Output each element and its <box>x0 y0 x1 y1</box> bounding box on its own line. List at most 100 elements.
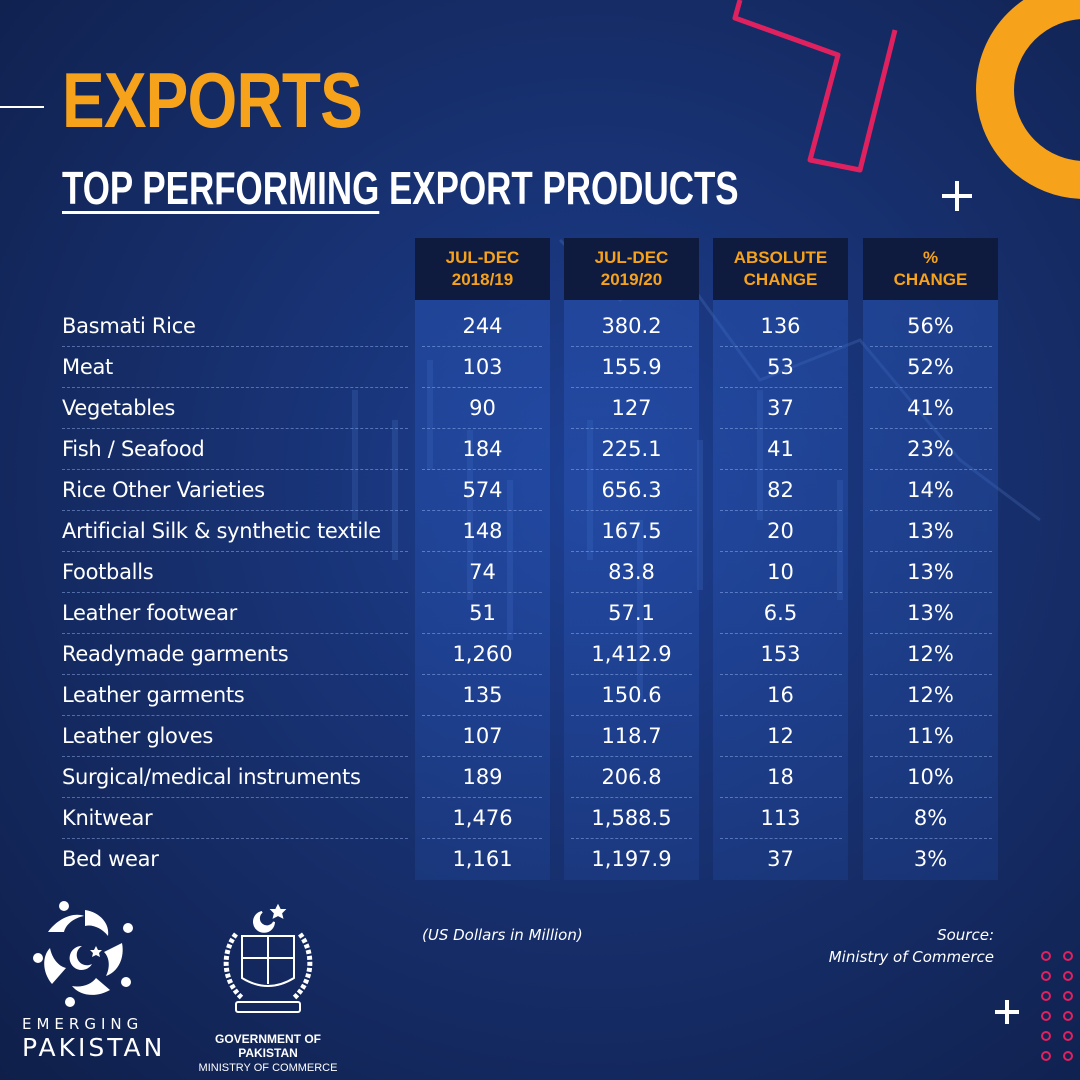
table-row: Knitwear 1,476 1,588.5 113 8% <box>0 798 1080 839</box>
value-2018-19: 1,476 <box>452 806 513 830</box>
value-2019-20: 127 <box>611 396 652 420</box>
row-divider <box>720 674 842 675</box>
value-2019-20: 118.7 <box>601 724 662 748</box>
value-2019-20: 167.5 <box>601 519 662 543</box>
value-2019-20: 1,588.5 <box>591 806 672 830</box>
table-row: Leather garments 135 150.6 16 12% <box>0 675 1080 716</box>
row-divider <box>571 346 692 347</box>
row-divider <box>720 387 842 388</box>
row-divider <box>62 797 408 798</box>
value-2018-19: 51 <box>469 601 496 625</box>
column-header-absolute-change: ABSOLUTE CHANGE <box>713 238 848 300</box>
brand-top-text: EMERGING <box>22 1015 144 1033</box>
page-subtitle: TOP PERFORMING EXPORT PRODUCTS <box>62 162 739 214</box>
table-row: Rice Other Varieties 574 656.3 82 14% <box>0 470 1080 511</box>
row-divider <box>870 674 992 675</box>
row-divider <box>422 838 542 839</box>
row-divider <box>720 428 842 429</box>
value-2018-19: 1,260 <box>452 642 513 666</box>
product-name: Knitwear <box>62 806 153 830</box>
product-name: Rice Other Varieties <box>62 478 265 502</box>
value-2019-20: 150.6 <box>601 683 662 707</box>
row-divider <box>720 592 842 593</box>
row-divider <box>870 346 992 347</box>
column-header-line1: JUL-DEC <box>594 248 669 267</box>
value-2018-19: 1,161 <box>452 847 513 871</box>
bracket-shape-icon <box>732 0 898 173</box>
value-2019-20: 1,197.9 <box>591 847 672 871</box>
percent-change: 10% <box>907 765 954 789</box>
value-2019-20: 1,412.9 <box>591 642 672 666</box>
product-name: Leather garments <box>62 683 245 707</box>
value-2019-20: 656.3 <box>601 478 662 502</box>
absolute-change: 16 <box>767 683 794 707</box>
row-divider <box>422 346 542 347</box>
value-2018-19: 189 <box>462 765 503 789</box>
percent-change: 13% <box>907 560 954 584</box>
row-divider <box>870 551 992 552</box>
absolute-change: 20 <box>767 519 794 543</box>
absolute-change: 12 <box>767 724 794 748</box>
row-divider <box>422 756 542 757</box>
percent-change: 12% <box>907 642 954 666</box>
value-2018-19: 107 <box>462 724 503 748</box>
value-2019-20: 57.1 <box>608 601 655 625</box>
row-divider <box>870 428 992 429</box>
row-divider <box>720 551 842 552</box>
column-header-2018-19: JUL-DEC 2018/19 <box>415 238 550 300</box>
row-divider <box>571 674 692 675</box>
emerging-pakistan-wordmark: EMERGING PAKISTAN <box>22 1015 165 1062</box>
absolute-change: 136 <box>760 314 801 338</box>
product-name: Leather footwear <box>62 601 238 625</box>
table-row: Basmati Rice 244 380.2 136 56% <box>0 306 1080 347</box>
row-divider <box>422 633 542 634</box>
value-2019-20: 83.8 <box>608 560 655 584</box>
government-wordmark: GOVERNMENT OF PAKISTAN MINISTRY OF COMME… <box>188 1032 348 1074</box>
absolute-change: 18 <box>767 765 794 789</box>
brand-bottom-text: PAKISTAN <box>22 1033 166 1062</box>
absolute-change: 82 <box>767 478 794 502</box>
row-divider <box>62 838 408 839</box>
subtitle-rest: EXPORT PRODUCTS <box>388 162 739 214</box>
value-2018-19: 574 <box>462 478 503 502</box>
row-divider <box>571 797 692 798</box>
product-name: Basmati Rice <box>62 314 196 338</box>
row-divider <box>571 551 692 552</box>
column-panel <box>415 238 550 880</box>
row-divider <box>62 428 408 429</box>
header-rule <box>0 106 44 108</box>
row-divider <box>870 797 992 798</box>
row-divider <box>422 428 542 429</box>
percent-change: 8% <box>913 806 948 830</box>
row-divider <box>571 715 692 716</box>
unit-note: (US Dollars in Million) <box>422 926 583 944</box>
row-divider <box>62 715 408 716</box>
product-name: Bed wear <box>62 847 159 871</box>
table-row: Bed wear 1,161 1,197.9 37 3% <box>0 839 1080 880</box>
value-2018-19: 244 <box>462 314 503 338</box>
row-divider <box>62 510 408 511</box>
table-row: Surgical/medical instruments 189 206.8 18 10… <box>0 757 1080 798</box>
value-2019-20: 225.1 <box>601 437 662 461</box>
row-divider <box>870 715 992 716</box>
row-divider <box>62 469 408 470</box>
percent-change: 14% <box>907 478 954 502</box>
column-header-line1: % <box>922 248 939 267</box>
absolute-change: 6.5 <box>763 601 798 625</box>
row-divider <box>870 838 992 839</box>
table-row: Fish / Seafood 184 225.1 41 23% <box>0 429 1080 470</box>
column-header-line2: CHANGE <box>893 270 968 289</box>
row-divider <box>422 715 542 716</box>
table-row: Leather gloves 107 118.7 12 11% <box>0 716 1080 757</box>
ring-shape-icon <box>976 0 1080 199</box>
column-panel <box>564 238 699 880</box>
row-divider <box>720 797 842 798</box>
row-divider <box>870 469 992 470</box>
source-note: Source: Ministry of Commerce <box>829 924 994 968</box>
table-row: Footballs 74 83.8 10 13% <box>0 552 1080 593</box>
row-divider <box>571 756 692 757</box>
gov-line2: MINISTRY OF COMMERCE <box>198 1062 338 1074</box>
value-2019-20: 155.9 <box>601 355 662 379</box>
percent-change: 11% <box>907 724 954 748</box>
product-name: Meat <box>62 355 113 379</box>
